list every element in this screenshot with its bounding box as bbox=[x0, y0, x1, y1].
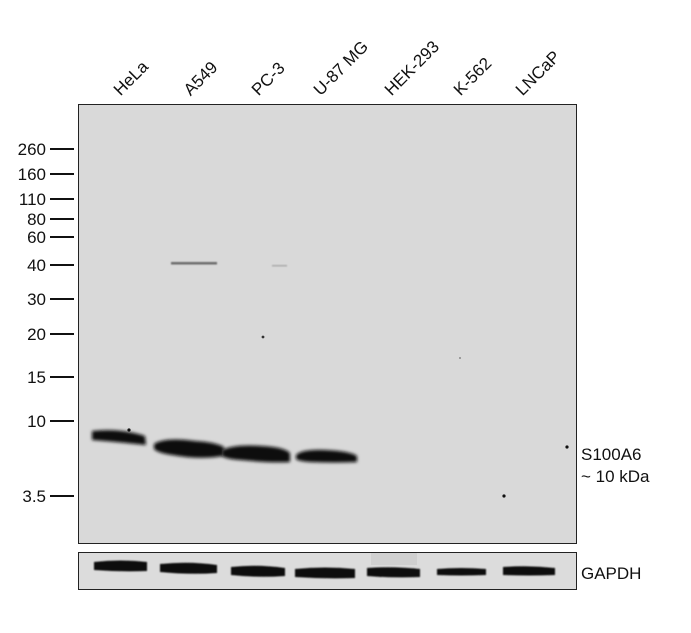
gapdh-band-a549 bbox=[160, 562, 217, 574]
s100a6-blot-panel bbox=[78, 104, 577, 544]
mw-label-110: 110 bbox=[18, 190, 46, 209]
mw-label-30: 30 bbox=[27, 290, 46, 309]
mw-tick-110 bbox=[50, 198, 74, 200]
mw-tick-260 bbox=[50, 148, 74, 150]
gapdh-band-hek293 bbox=[367, 567, 420, 578]
mw-label-260: 260 bbox=[17, 140, 46, 159]
speck-1 bbox=[127, 428, 131, 432]
target-size-label: ~ 10 kDa bbox=[581, 467, 650, 486]
band-hela bbox=[92, 430, 146, 445]
mw-tick-80 bbox=[50, 218, 74, 220]
gapdh-smear-hek293 bbox=[371, 553, 417, 565]
mw-tick-20 bbox=[50, 333, 74, 335]
band-pc3 bbox=[222, 445, 290, 463]
gapdh-label: GAPDH bbox=[581, 564, 642, 583]
mw-tick-3-5 bbox=[50, 495, 74, 497]
band-a549 bbox=[154, 439, 224, 458]
gapdh-band-lncap bbox=[503, 566, 555, 576]
speck-3 bbox=[459, 357, 461, 359]
mw-tick-10 bbox=[50, 420, 74, 422]
speck-4 bbox=[502, 494, 506, 498]
gapdh-band-u87mg bbox=[295, 567, 355, 579]
mw-label-80: 80 bbox=[27, 210, 46, 229]
mw-label-40: 40 bbox=[27, 256, 46, 275]
speck-5 bbox=[565, 445, 569, 449]
mw-label-15: 15 bbox=[27, 368, 46, 387]
mw-label-20: 20 bbox=[27, 325, 46, 344]
mw-tick-60 bbox=[50, 236, 74, 238]
mw-label-160: 160 bbox=[17, 165, 46, 184]
mw-tick-160 bbox=[50, 173, 74, 175]
faint-band-a549-40kda bbox=[171, 262, 217, 265]
gapdh-band-k562 bbox=[437, 568, 486, 576]
band-u87mg bbox=[296, 449, 357, 463]
mw-tick-40 bbox=[50, 264, 74, 266]
gapdh-band-pc3 bbox=[231, 565, 285, 577]
mw-tick-30 bbox=[50, 298, 74, 300]
target-name-label: S100A6 bbox=[581, 445, 642, 464]
mw-label-3-5: 3.5 bbox=[22, 487, 46, 506]
mw-tick-15 bbox=[50, 376, 74, 378]
gapdh-band-hela bbox=[94, 560, 147, 572]
mw-label-60: 60 bbox=[27, 228, 46, 247]
speck-2 bbox=[261, 335, 265, 339]
faint-band-pc3-40kda bbox=[272, 265, 287, 267]
mw-label-10: 10 bbox=[27, 412, 46, 431]
